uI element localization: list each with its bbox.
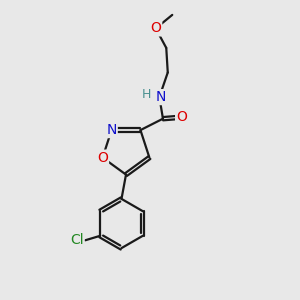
Text: N: N bbox=[106, 123, 117, 137]
Text: O: O bbox=[150, 21, 161, 35]
Text: H: H bbox=[142, 88, 152, 101]
Text: O: O bbox=[97, 151, 108, 165]
Text: Cl: Cl bbox=[70, 233, 84, 247]
Text: N: N bbox=[156, 90, 166, 104]
Text: O: O bbox=[176, 110, 187, 124]
